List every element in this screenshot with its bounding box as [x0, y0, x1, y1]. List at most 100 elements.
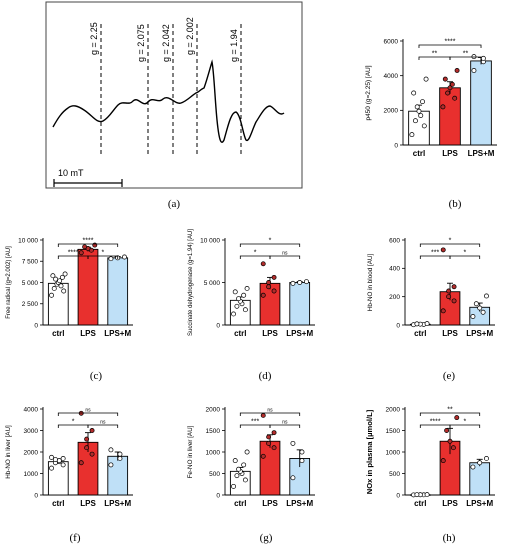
significance-label: ** [432, 51, 438, 58]
bar-lps [439, 87, 461, 146]
data-point [57, 278, 63, 284]
significance-label: ** [463, 51, 469, 58]
bar-chart-c: 0 2 500 5 000 7 500 10 000 Free radical (g=2.… [6, 237, 133, 382]
data-point [60, 462, 66, 468]
category-label: ctrl [52, 329, 64, 338]
data-point [440, 247, 446, 253]
category-label: LPS [262, 329, 278, 338]
data-point [242, 477, 248, 483]
category-label: LPS [442, 329, 458, 338]
y-tick-label: 1500 [386, 428, 401, 435]
data-point [452, 95, 458, 101]
y-tick-label: 2 500 [22, 301, 39, 308]
data-point [236, 296, 242, 302]
y-axis-label: Succinate dehydrogenase (g=1.94) [AU] [188, 229, 194, 336]
data-point [260, 292, 266, 298]
data-point [412, 118, 418, 124]
data-point [244, 286, 250, 291]
significance-bracket [57, 412, 119, 416]
panel-b-caption: (b) [449, 198, 462, 210]
data-point [421, 123, 427, 129]
y-tick-label: 1000 [386, 449, 401, 456]
panel-d-caption: (d) [259, 370, 272, 382]
data-point [117, 456, 123, 461]
category-label: LPS [442, 149, 458, 158]
epr-frame [45, 1, 303, 189]
significance-label: ns [100, 420, 106, 426]
data-point [451, 298, 457, 304]
y-tick-label: 0 [216, 492, 220, 499]
y-tick-label: 400 [389, 266, 400, 273]
y-tick-label: 6000 [384, 38, 399, 45]
data-point [122, 254, 127, 260]
bar-lps [259, 440, 281, 496]
data-point [49, 454, 54, 460]
significance-label: ns [267, 408, 273, 414]
data-point [231, 483, 236, 489]
data-point [297, 280, 303, 285]
panel-a-caption: (a) [168, 198, 181, 210]
data-point [82, 244, 88, 250]
panel-f-caption: (f) [70, 532, 81, 544]
significance-label: * [449, 238, 452, 245]
significance-label: * [101, 250, 104, 257]
significance-label: * [463, 419, 466, 426]
g-marker-label: g = 2.042 [161, 24, 171, 62]
data-point [444, 428, 450, 433]
data-point [266, 434, 272, 440]
data-point [108, 256, 114, 262]
y-tick-label: 0 [394, 142, 398, 149]
category-label: LPS+M [104, 499, 131, 508]
significance-label: * [463, 250, 466, 257]
y-tick-label: 600 [389, 237, 400, 244]
data-point [477, 460, 483, 466]
data-point [424, 321, 430, 327]
data-point [271, 430, 277, 436]
bar-lps [77, 248, 99, 326]
data-point [451, 284, 457, 290]
y-tick-label: 4000 [24, 406, 39, 413]
data-point [442, 76, 448, 82]
category-label: ctrl [234, 329, 246, 338]
y-tick-label: 500 [389, 471, 400, 478]
y-tick-label: 10 000 [18, 237, 38, 244]
significance-bracket [239, 412, 301, 416]
category-label: LPS [80, 499, 96, 508]
data-point [440, 104, 446, 110]
significance-bracket [449, 56, 482, 60]
y-axis-label: Fe-NO in liver [AU] [187, 425, 194, 478]
data-point [480, 55, 486, 61]
data-point [108, 447, 114, 453]
epr-trace [52, 59, 285, 143]
y-axis-label: Hb-NO in liver [AU] [5, 425, 12, 479]
category-label: LPS+M [466, 329, 493, 338]
data-point [290, 280, 296, 286]
bar-chart-d: 0 5 000 10 000 Succinate dehydrogenase (g=1… [188, 229, 315, 382]
y-tick-label: 1000 [206, 449, 221, 456]
data-point [423, 76, 429, 82]
significance-label: ns [282, 420, 288, 426]
y-tick-label: 0 [34, 492, 38, 499]
significance-bracket [269, 255, 301, 259]
data-point [484, 293, 489, 299]
data-point [445, 90, 451, 96]
data-point [484, 456, 489, 461]
data-point [290, 440, 296, 446]
data-point [411, 90, 417, 96]
y-axis-label: NOx in plasma [µmol/L] [365, 409, 374, 494]
data-point [53, 276, 59, 282]
data-point [420, 99, 425, 105]
data-point [78, 250, 84, 256]
data-point [477, 305, 483, 311]
g-marker-label: g = 2.075 [136, 24, 146, 62]
data-point [89, 428, 95, 433]
data-point [447, 438, 453, 444]
data-point [260, 413, 266, 418]
data-point [424, 492, 430, 498]
data-point [266, 284, 272, 290]
data-point [52, 457, 58, 462]
data-point [78, 460, 84, 466]
data-point [234, 473, 240, 479]
data-point [470, 464, 476, 470]
y-axis-label: p450 (g=2.25) [AU] [365, 65, 372, 120]
